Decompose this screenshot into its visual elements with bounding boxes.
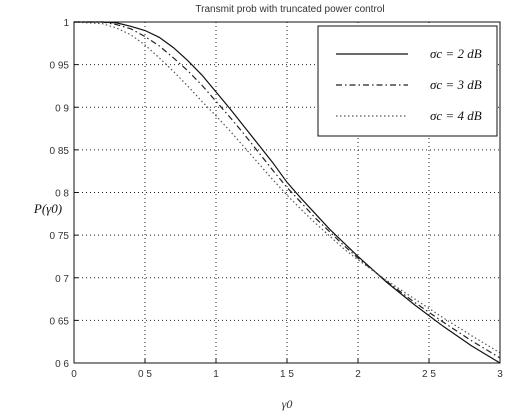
y-tick-label: 0 65 bbox=[50, 316, 70, 327]
y-tick-label: 0 85 bbox=[50, 146, 70, 157]
x-tick-label: 0 5 bbox=[138, 369, 152, 380]
y-tick-label: 0 95 bbox=[50, 61, 70, 72]
series-line-3 bbox=[73, 21, 501, 354]
y-tick-label: 1 bbox=[63, 18, 69, 29]
series-line-2 bbox=[74, 21, 501, 359]
y-tick-label: 0 7 bbox=[55, 274, 69, 285]
chart-title: Transmit prob with truncated power contr… bbox=[195, 4, 384, 15]
x-tick-label: 0 bbox=[71, 369, 77, 380]
legend-box bbox=[317, 25, 498, 137]
legend: σc = 2 dB σc = 3 dB σc = 4 dB bbox=[317, 25, 498, 137]
y-tick-label: 0 9 bbox=[55, 103, 69, 114]
series-line-1 bbox=[74, 21, 501, 364]
y-tick-label: 0 8 bbox=[55, 189, 69, 200]
y-tick-label: 0 75 bbox=[50, 231, 70, 242]
legend-label-1: σc = 2 dB bbox=[430, 46, 482, 61]
series-lines bbox=[73, 21, 501, 364]
x-tick-label: 1 bbox=[213, 369, 219, 380]
y-tick-label: 0 6 bbox=[55, 359, 69, 370]
plot-frame bbox=[73, 21, 501, 364]
legend-label-3: σc = 4 dB bbox=[430, 108, 482, 123]
legend-label-2: σc = 3 dB bbox=[430, 77, 482, 92]
x-tick-labels: 0 0 5 1 1 5 2 2 5 3 bbox=[71, 369, 503, 380]
y-axis-label: P(γ0) bbox=[33, 201, 62, 216]
y-tick-labels: 0 6 0 65 0 7 0 75 0 8 0 85 0 9 0 95 1 bbox=[50, 18, 70, 370]
x-tick-label: 2 5 bbox=[422, 369, 436, 380]
x-tick-label: 2 bbox=[355, 369, 361, 380]
x-tick-label: 1 5 bbox=[280, 369, 294, 380]
x-tick-label: 3 bbox=[497, 369, 503, 380]
x-axis-label: γ0 bbox=[282, 397, 293, 411]
